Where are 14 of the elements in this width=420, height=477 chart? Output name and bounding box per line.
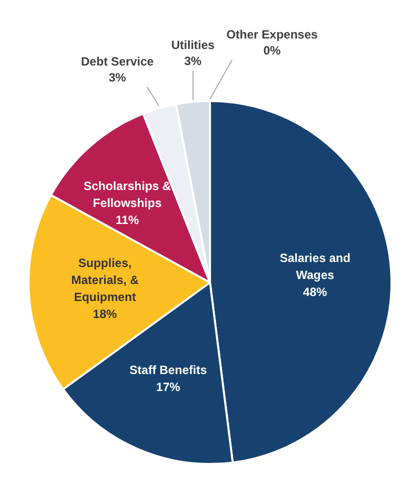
data-label: 17%: [156, 380, 181, 394]
data-label: 11%: [116, 212, 140, 227]
slice-label: Utilities: [171, 38, 215, 52]
slice-label: Scholarships & Fellowships: [84, 178, 172, 210]
data-label: 3%: [184, 54, 202, 68]
slice-label: Debt Service: [81, 54, 154, 69]
data-label: 3%: [108, 70, 126, 85]
data-label: 48%: [303, 285, 328, 300]
data-label: 18%: [92, 306, 118, 321]
slice-label: Staff Benefits: [130, 362, 208, 377]
text: 0%: [263, 43, 281, 58]
slice-label: Supplies, Materials, & Equipment: [71, 256, 139, 304]
category-label: Other Expenses: [226, 27, 318, 42]
slice-label: Salaries and Wages: [280, 251, 350, 282]
